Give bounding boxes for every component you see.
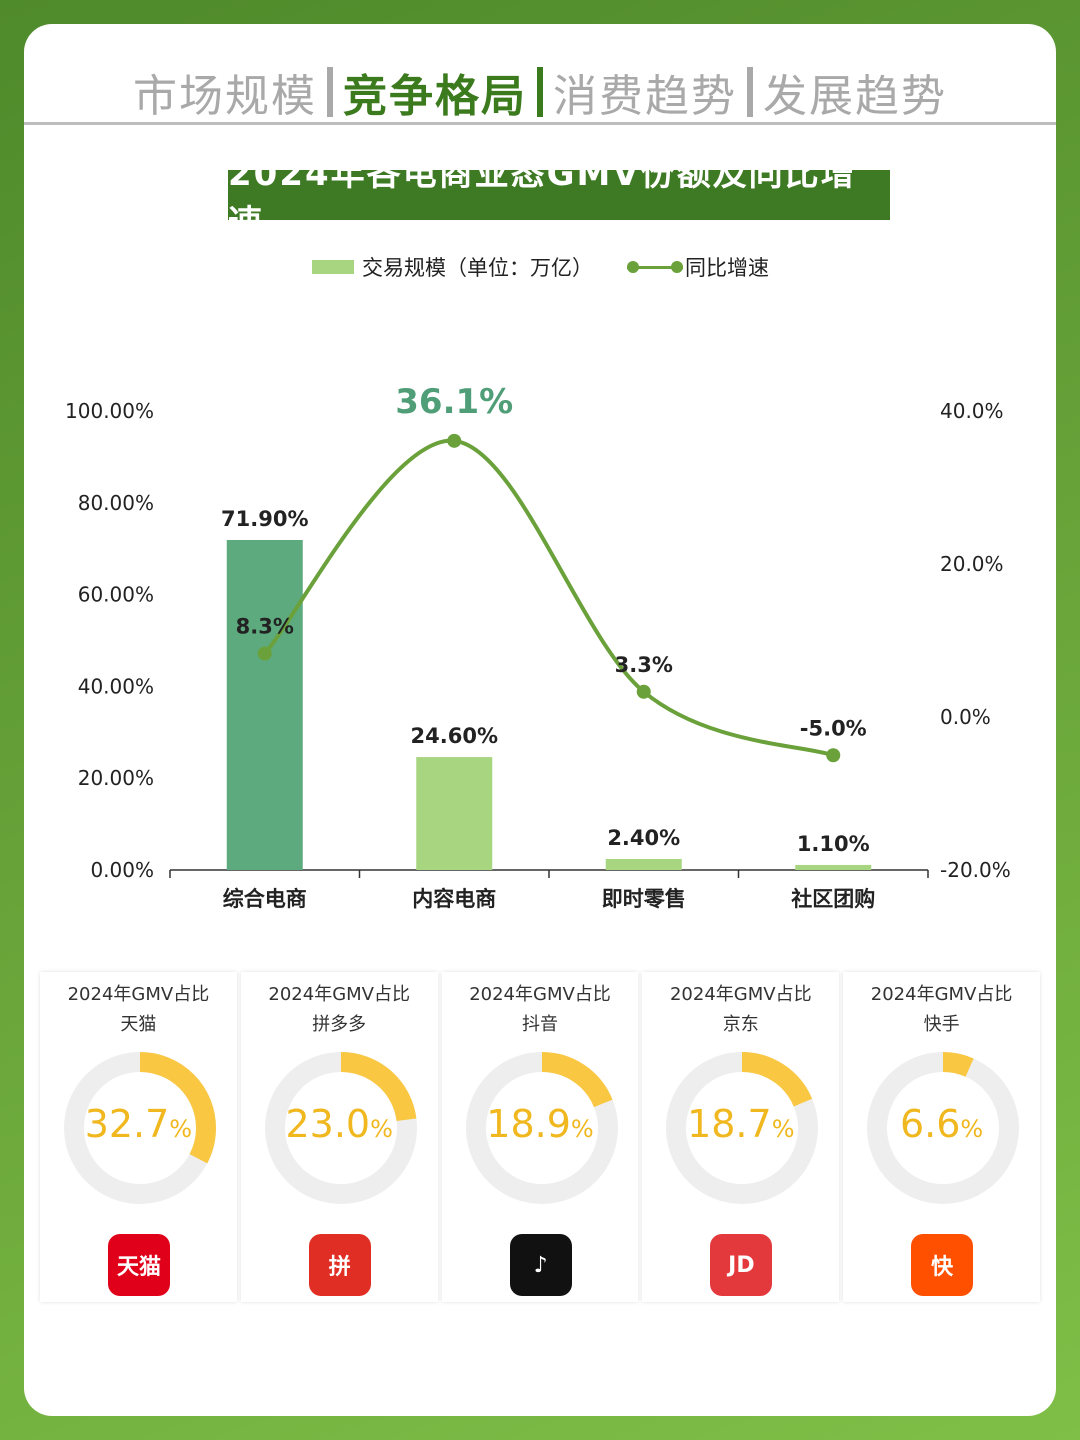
- nav-separator: [747, 67, 753, 117]
- platform-caption: 2024年GMV占比 快手: [843, 980, 1040, 1040]
- donut-chart: [666, 1052, 819, 1204]
- platform-card: 2024年GMV占比 拼多多 23.0% 拼: [240, 972, 438, 1302]
- bar-value-label: 1.10%: [797, 832, 870, 856]
- bar-value-label: 2.40%: [607, 826, 680, 850]
- platform-card: 2024年GMV占比 京东 18.7% JD: [642, 972, 840, 1302]
- platform-name: 抖音: [521, 1014, 558, 1035]
- tmall-logo-icon: 天猫: [108, 1234, 170, 1296]
- category-label: 综合电商: [223, 887, 307, 911]
- pdd-logo-icon: 拼: [308, 1234, 371, 1296]
- legend-line-swatch: [627, 260, 683, 274]
- platform-name: 拼多多: [312, 1014, 367, 1035]
- left-axis-tick: 80.00%: [78, 491, 154, 515]
- share-caption: 2024年GMV占比: [268, 984, 410, 1005]
- share-caption: 2024年GMV占比: [870, 984, 1013, 1005]
- donut-chart: [64, 1052, 216, 1204]
- share-value: 18.9%: [486, 1102, 594, 1146]
- tab-development-trend[interactable]: 发展趋势: [763, 71, 947, 122]
- share-caption: 2024年GMV占比: [669, 984, 812, 1005]
- section-nav: 市场规模 竞争格局 消费趋势 发展趋势: [24, 60, 1056, 124]
- growth-value-label: 3.3%: [615, 653, 673, 677]
- share-value: 23.0%: [285, 1102, 393, 1146]
- growth-point: [447, 433, 462, 448]
- platform-card: 2024年GMV占比 抖音 18.9% ♪: [441, 972, 639, 1302]
- right-axis-tick: 20.0%: [940, 552, 1004, 576]
- platform-share-row: 2024年GMV占比 天猫 32.7% 天猫 2024年GMV占比 拼多多 23.0% 拼 20…: [40, 972, 1040, 1302]
- main-card: 市场规模 竞争格局 消费趋势 发展趋势 2024年各电商业态GMV份额及同比增速…: [24, 24, 1056, 1416]
- bar: [226, 539, 303, 870]
- growth-point: [826, 748, 841, 763]
- growth-line: [263, 438, 834, 758]
- bar: [605, 858, 682, 870]
- legend-bar-label: 交易规模（单位：万亿）: [362, 256, 593, 280]
- chart-title: 2024年各电商业态GMV份额及同比增速: [228, 154, 890, 243]
- combo-chart: 100.00% 80.00% 60.00% 40.00% 20.00% 0.00% 40.0…: [65, 382, 1011, 911]
- tab-consumption-trend[interactable]: 消费趋势: [553, 71, 737, 122]
- nav-separator: [327, 67, 333, 117]
- bar-value-label: 24.60%: [411, 724, 498, 748]
- tab-competition[interactable]: 竞争格局: [343, 71, 527, 122]
- legend-bar-swatch: [312, 260, 354, 274]
- growth-value-label: 8.3%: [236, 615, 294, 639]
- category-label: 即时零售: [602, 887, 686, 911]
- donut-arc: [867, 1052, 1020, 1204]
- donut-arc: [465, 1052, 618, 1204]
- bar: [416, 757, 493, 870]
- left-axis-tick: 60.00%: [78, 583, 154, 607]
- left-axis-tick: 100.00%: [65, 399, 154, 423]
- donut-arc: [64, 1052, 216, 1204]
- growth-value-label: 36.1%: [395, 382, 513, 422]
- donut-arc: [264, 1052, 417, 1204]
- platform-name: 京东: [722, 1014, 759, 1035]
- platform-card: 2024年GMV占比 天猫 32.7% 天猫: [40, 972, 237, 1302]
- share-value: 6.6%: [899, 1102, 984, 1146]
- platform-caption: 2024年GMV占比 抖音: [442, 980, 639, 1040]
- jd-logo-icon: JD: [710, 1234, 773, 1296]
- left-axis-tick: 20.00%: [78, 766, 154, 790]
- growth-point: [636, 684, 651, 699]
- share-value: 18.7%: [687, 1102, 795, 1146]
- douyin-logo-icon: ♪: [509, 1234, 572, 1296]
- share-caption: 2024年GMV占比: [469, 984, 611, 1005]
- platform-caption: 2024年GMV占比 天猫: [40, 980, 237, 1040]
- platform-card: 2024年GMV占比 快手 6.6% 快: [843, 972, 1040, 1302]
- right-axis-tick: -20.0%: [940, 858, 1011, 882]
- chart-legend: 交易规模（单位：万亿） 同比增速: [312, 252, 769, 282]
- bar: [795, 864, 872, 870]
- growth-value-label: -5.0%: [800, 716, 867, 740]
- category-label: 内容电商: [412, 887, 496, 911]
- category-label: 社区团购: [790, 887, 875, 911]
- donut-arc: [666, 1052, 819, 1204]
- left-axis-tick: 0.00%: [90, 858, 154, 882]
- legend-line-label: 同比增速: [685, 256, 769, 280]
- bar-value-label: 71.90%: [221, 507, 308, 531]
- donut-chart: [867, 1052, 1020, 1204]
- left-axis-tick: 40.00%: [78, 674, 154, 698]
- right-axis-tick: 0.0%: [940, 705, 991, 729]
- platform-caption: 2024年GMV占比 拼多多: [241, 980, 438, 1040]
- donut-chart: [264, 1052, 417, 1204]
- share-value: 32.7%: [84, 1102, 193, 1146]
- nav-separator: [537, 67, 543, 117]
- growth-point: [257, 646, 272, 661]
- share-caption: 2024年GMV占比: [67, 984, 210, 1005]
- platform-caption: 2024年GMV占比 京东: [642, 980, 839, 1040]
- donut-chart: [465, 1052, 618, 1204]
- right-axis-tick: 40.0%: [940, 399, 1004, 423]
- tab-market-size[interactable]: 市场规模: [133, 71, 317, 122]
- kuaishou-logo-icon: 快: [911, 1234, 974, 1296]
- nav-divider: [24, 122, 1056, 125]
- platform-name: 快手: [923, 1014, 960, 1035]
- platform-name: 天猫: [120, 1014, 157, 1035]
